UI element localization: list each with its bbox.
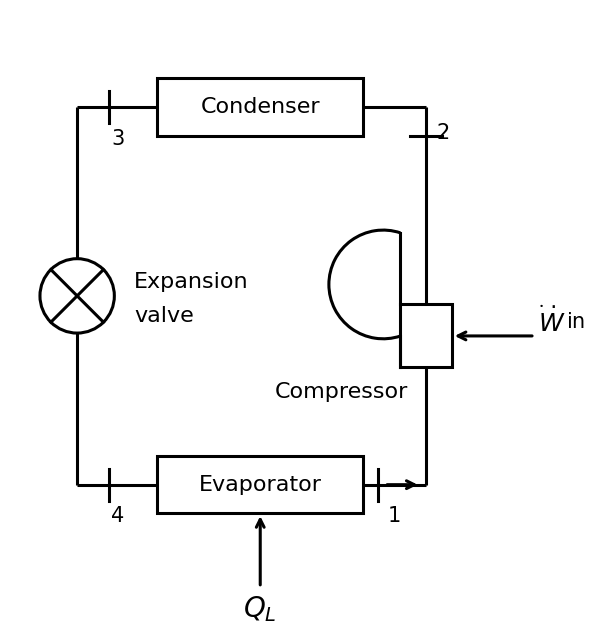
Text: 2: 2 [437, 123, 450, 143]
Text: $\mathrm{in}$: $\mathrm{in}$ [566, 312, 585, 331]
Text: $\mathit{\dot{W}}$: $\mathit{\dot{W}}$ [537, 307, 565, 336]
Text: valve: valve [135, 306, 194, 326]
Text: Condenser: Condenser [201, 97, 320, 117]
Text: 4: 4 [112, 506, 124, 527]
Text: $Q_L$: $Q_L$ [244, 595, 277, 625]
Text: 1: 1 [388, 506, 401, 527]
Text: $\bullet$: $\bullet$ [537, 300, 543, 309]
Text: Compressor: Compressor [274, 382, 408, 402]
Text: Evaporator: Evaporator [199, 474, 322, 495]
Text: 3: 3 [112, 129, 124, 149]
Text: Expansion: Expansion [135, 272, 249, 291]
